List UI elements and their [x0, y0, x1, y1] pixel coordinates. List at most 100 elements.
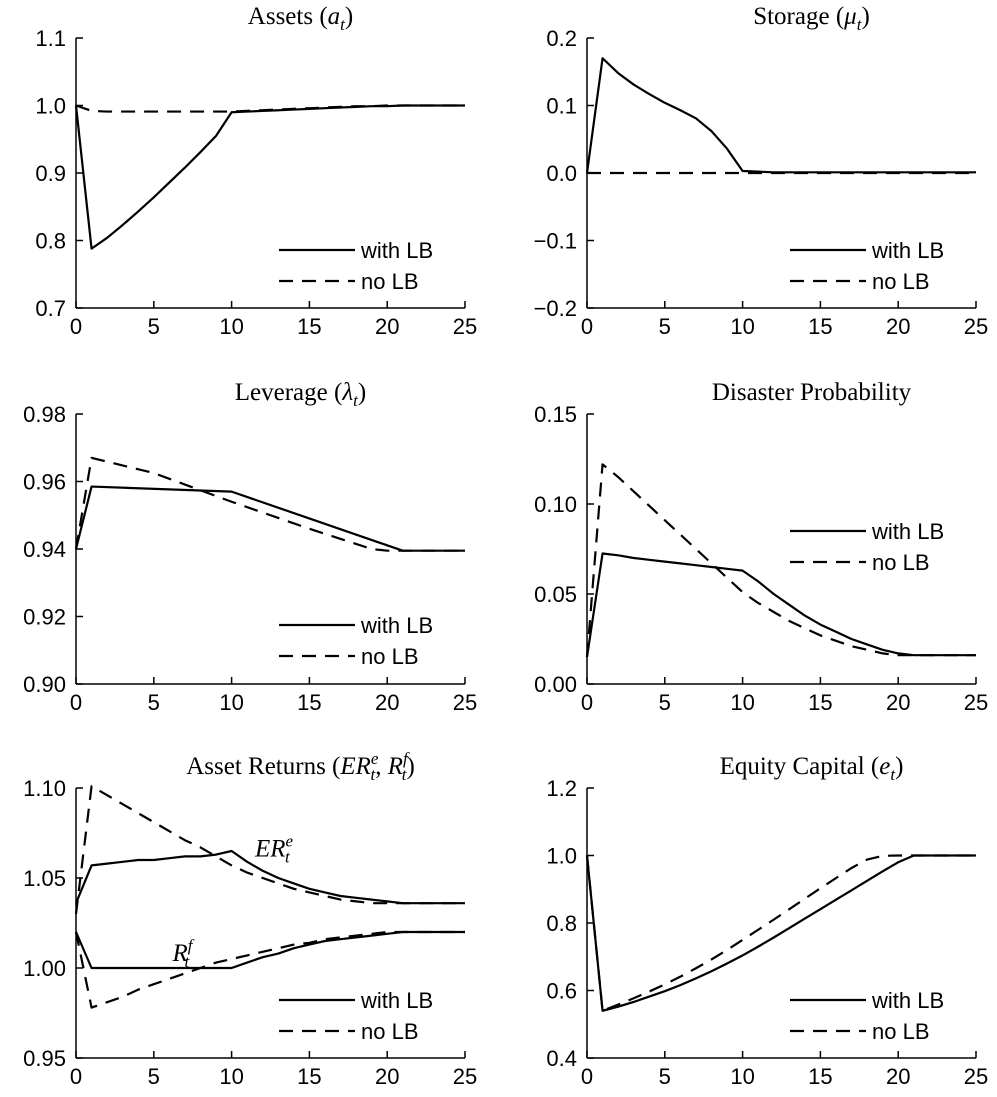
- x-tick-label: 0: [70, 690, 82, 715]
- legend-label: no LB: [872, 269, 930, 294]
- x-tick-label: 15: [808, 1064, 832, 1089]
- chart-returns: 0.95 1.00 1.05 1.10 0 5 10 15 20 25 Asset Returns …: [23, 749, 477, 1089]
- x-tick-label: 10: [730, 1064, 754, 1089]
- legend-label: no LB: [361, 269, 419, 294]
- y-tick-label: 0.9: [35, 161, 66, 186]
- x-tick-label: 0: [581, 314, 593, 339]
- series-line-no-lb: [74, 930, 465, 1009]
- chart-title: Asset Returns (ERe t, Rf t): [186, 749, 415, 784]
- series-line-with-lb: [74, 485, 465, 552]
- x-tick-label: 15: [297, 314, 321, 339]
- y-tick-label: 0.4: [546, 1046, 577, 1071]
- legend-label: no LB: [872, 550, 930, 575]
- chart-disaster: 0.00 0.05 0.10 0.15 0 5 10 15 20 25 Disaster Proba…: [534, 379, 988, 715]
- x-tick-label: 5: [659, 690, 671, 715]
- y-tick-label: 1.1: [35, 26, 66, 51]
- chart-title: Assets (at): [248, 3, 353, 34]
- series-line-with-lb: [585, 854, 976, 1012]
- y-tick-label: 0.90: [23, 672, 66, 697]
- series-line-no-lb: [75, 104, 465, 113]
- legend: with LB no LB: [790, 519, 944, 575]
- legend-label: no LB: [361, 644, 419, 669]
- series-line-no-lb: [585, 854, 976, 1012]
- legend-label: with LB: [360, 613, 433, 638]
- y-tick-label: 0.2: [546, 26, 577, 51]
- x-tick-label: 20: [886, 1064, 910, 1089]
- legend: with LB no LB: [279, 988, 433, 1044]
- chart-title: Equity Capital (et): [720, 753, 904, 784]
- x-tick-label: 25: [453, 690, 477, 715]
- chart-equity: 0.4 0.6 0.8 1.0 1.2 0 5 10 15 20 25 Equity Capital …: [546, 753, 988, 1089]
- x-tick-label: 10: [219, 1064, 243, 1089]
- x-tick-label: 5: [148, 1064, 160, 1089]
- y-tick-label: 0.1: [546, 94, 577, 119]
- x-tick-label: 25: [964, 314, 988, 339]
- series-line-with-lb: [585, 57, 976, 174]
- x-tick-label: 10: [219, 690, 243, 715]
- series-line-no-lb: [74, 785, 465, 915]
- x-tick-label: 0: [70, 1064, 82, 1089]
- legend-label: no LB: [361, 1019, 419, 1044]
- y-tick-label: 0.00: [534, 672, 577, 697]
- y-tick-label: 0.6: [546, 979, 577, 1004]
- y-tick-label: 1.05: [23, 866, 66, 891]
- legend-label: with LB: [871, 988, 944, 1013]
- y-tick-label: 0.98: [23, 402, 66, 427]
- x-tick-label: 5: [148, 690, 160, 715]
- chart-assets: 0.7 0.8 0.9 1.0 1.1 0 5 10 15 20 25 Assets (at) with…: [35, 3, 477, 339]
- x-tick-label: 5: [659, 1064, 671, 1089]
- x-tick-label: 15: [808, 690, 832, 715]
- series-line-no-lb: [585, 463, 976, 658]
- x-tick-label: 5: [148, 314, 160, 339]
- series-annotation: ERe t: [254, 831, 294, 866]
- x-tick-label: 15: [297, 690, 321, 715]
- y-tick-label: 0.92: [23, 605, 66, 630]
- x-tick-label: 15: [297, 1064, 321, 1089]
- series-line-no-lb: [74, 456, 465, 552]
- x-tick-label: 25: [964, 1064, 988, 1089]
- x-tick-label: 0: [70, 314, 82, 339]
- x-tick-label: 20: [886, 314, 910, 339]
- y-tick-label: 0.15: [534, 402, 577, 427]
- chart-title: Storage (μt): [753, 3, 870, 34]
- chart-storage: −0.2 −0.1 0.0 0.1 0.2 0 5 10 15 20 25 Storage (μt) w…: [534, 3, 989, 339]
- x-tick-label: 10: [730, 314, 754, 339]
- x-tick-label: 0: [581, 690, 593, 715]
- y-tick-label: 0.96: [23, 470, 66, 495]
- legend-label: with LB: [871, 519, 944, 544]
- y-tick-label: 1.0: [546, 844, 577, 869]
- legend: with LB no LB: [790, 238, 944, 294]
- x-tick-label: 0: [581, 1064, 593, 1089]
- y-tick-label: 1.10: [23, 776, 66, 801]
- legend: with LB no LB: [790, 988, 944, 1044]
- y-tick-label: 0.7: [35, 296, 66, 321]
- series-line-with-lb: [74, 104, 465, 250]
- series-annotation: Rf t: [171, 936, 194, 971]
- y-tick-label: 0.0: [546, 161, 577, 186]
- y-tick-label: −0.2: [534, 296, 577, 321]
- legend-label: no LB: [872, 1019, 930, 1044]
- x-tick-label: 25: [453, 1064, 477, 1089]
- x-tick-label: 10: [219, 314, 243, 339]
- legend: with LB no LB: [279, 238, 433, 294]
- chart-title: Leverage (λt): [235, 379, 366, 410]
- y-tick-label: 1.00: [23, 956, 66, 981]
- y-tick-label: 1.2: [546, 776, 577, 801]
- y-tick-label: 1.0: [35, 94, 66, 119]
- x-tick-label: 20: [886, 690, 910, 715]
- y-tick-label: 0.8: [546, 911, 577, 936]
- x-tick-label: 20: [375, 314, 399, 339]
- x-tick-label: 20: [375, 1064, 399, 1089]
- y-tick-label: 0.05: [534, 582, 577, 607]
- y-tick-label: 0.10: [534, 492, 577, 517]
- x-tick-label: 25: [453, 314, 477, 339]
- x-tick-label: 5: [659, 314, 671, 339]
- x-tick-label: 25: [964, 690, 988, 715]
- y-tick-label: 0.8: [35, 229, 66, 254]
- legend-label: with LB: [871, 238, 944, 263]
- y-tick-label: 0.94: [23, 537, 66, 562]
- chart-title: Disaster Probability: [712, 379, 912, 406]
- legend-label: with LB: [360, 988, 433, 1013]
- legend-label: with LB: [360, 238, 433, 263]
